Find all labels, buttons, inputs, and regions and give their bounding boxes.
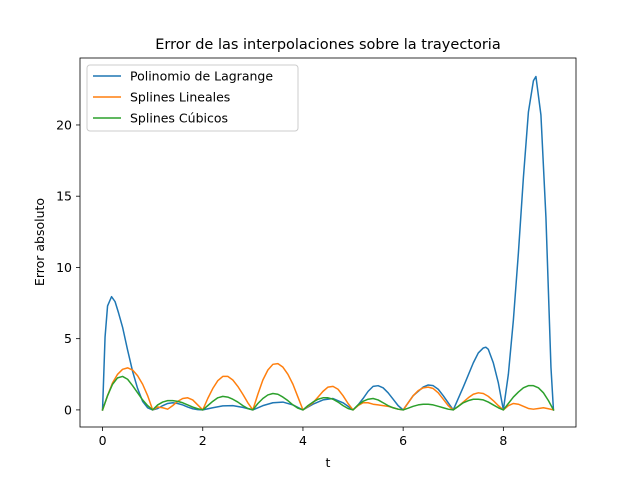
y-tick-label: 10 (56, 260, 72, 275)
legend-label-3: Splines Cúbicos (130, 111, 228, 126)
x-tick-label: 2 (199, 433, 207, 448)
chart-title: Error de las interpolaciones sobre la tr… (155, 37, 500, 53)
y-axis-label: Error absoluto (32, 198, 47, 286)
series-layer (101, 75, 555, 411)
y-tick-label: 20 (56, 117, 72, 132)
legend-label-2: Splines Lineales (130, 90, 230, 105)
y-axis: 0 5 10 15 20 (56, 117, 80, 417)
legend-box (86, 64, 299, 132)
plot-frame (79, 57, 577, 428)
x-axis-label: t (326, 455, 331, 470)
x-tick-label: 6 (399, 433, 407, 448)
legend-label-1: Polinomio de Lagrange (130, 69, 273, 84)
x-tick-label: 8 (499, 433, 507, 448)
x-axis: 0 2 4 6 8 (99, 427, 507, 448)
x-tick-label: 0 (99, 433, 107, 448)
y-tick-label: 5 (64, 331, 72, 346)
legend: Polinomio de Lagrange Splines Lineales Spl… (86, 64, 299, 132)
x-tick-label: 4 (299, 433, 307, 448)
series-line-3 (101, 375, 555, 411)
y-tick-label: 15 (56, 189, 72, 204)
y-tick-label: 0 (64, 402, 72, 417)
